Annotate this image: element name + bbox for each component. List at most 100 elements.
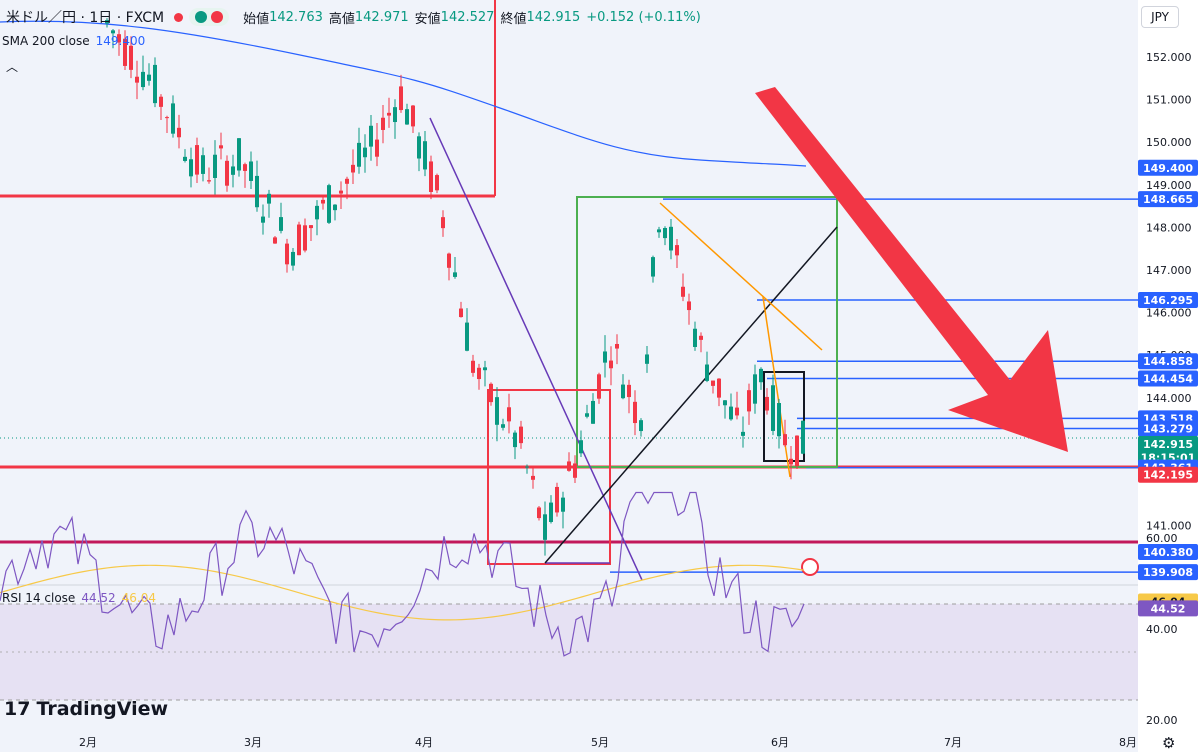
candle-body (231, 166, 235, 175)
candle-body (519, 426, 523, 444)
candle-body (387, 112, 391, 116)
candle-body (297, 224, 301, 256)
high-label: 高値 (328, 11, 355, 27)
price-label-box (1138, 292, 1198, 309)
candle-body (345, 178, 349, 184)
candle-body (141, 71, 145, 88)
candle-body (381, 117, 385, 130)
price-label-text: 144.454 (1143, 372, 1193, 385)
candle-body (291, 251, 295, 266)
candle-body (129, 45, 133, 70)
candle-body (423, 141, 427, 170)
price-label-box (1138, 191, 1198, 208)
candle-body (153, 64, 157, 104)
settings-gear-icon[interactable]: ⚙ (1162, 734, 1176, 752)
candle-body (375, 139, 379, 157)
x-tick-label: 4月 (415, 736, 433, 749)
candle-body (771, 385, 775, 431)
candle-body (201, 155, 205, 174)
candle-body (351, 164, 355, 173)
candle-body (567, 461, 571, 471)
legend-header: 米ドル／円 · 1日 · FXCM 始値 142.763 高値 142.971 安値… (0, 6, 707, 28)
candle-body (495, 397, 499, 425)
close-value: 142.915 (526, 9, 581, 25)
sma-value: 149.400 (95, 34, 146, 48)
price-label-box (1138, 353, 1198, 370)
candle-body (501, 424, 505, 428)
high-value: 142.971 (354, 9, 409, 25)
candle-body (795, 435, 799, 466)
sma-legend[interactable]: SMA 200 close 149.400 (2, 34, 145, 48)
candle-body (471, 360, 475, 373)
candle-body (477, 367, 481, 380)
candle-body (333, 204, 337, 211)
price-label-box (1138, 420, 1198, 437)
candle-body (177, 127, 181, 138)
candle-body (183, 156, 187, 161)
candle-body (189, 159, 193, 177)
candle-body (123, 38, 127, 66)
candle-body (531, 475, 535, 480)
candle-body (801, 420, 805, 454)
candle-body (435, 175, 439, 191)
candle-body (327, 185, 331, 223)
market-status-icon (174, 12, 184, 22)
candle-body (675, 245, 679, 256)
candle-body (543, 514, 547, 540)
candle-body (735, 407, 739, 416)
candle-body (789, 458, 793, 465)
candle-body (279, 217, 283, 231)
rsi-legend[interactable]: RSI 14 close 44.52 46.04 (2, 591, 156, 605)
x-tick-label: 2月 (79, 736, 97, 749)
price-label-box (1138, 544, 1198, 561)
candle-body (753, 374, 757, 404)
price-label-text: 142.915 (1143, 438, 1193, 451)
candle-body (555, 486, 559, 513)
collapse-chevron-icon[interactable]: ︿ (6, 60, 19, 74)
sma-label: SMA 200 close (2, 34, 90, 48)
candle-body (483, 367, 487, 371)
candle-body (777, 403, 781, 437)
candle-body (195, 145, 199, 175)
tv-logo-icon: 𝟭𝟳 (4, 698, 31, 720)
rsi-value: 44.52 (81, 591, 116, 605)
price-label-box (1138, 564, 1198, 581)
y-tick-label: 151.000 (1146, 94, 1192, 107)
candle-body (573, 463, 577, 478)
candle-body (489, 383, 493, 403)
currency-button[interactable]: JPY (1141, 6, 1179, 28)
candle-body (591, 400, 595, 424)
candle-body (723, 400, 727, 406)
alert-toggle[interactable] (189, 8, 230, 26)
candle-body (699, 335, 703, 340)
candle-body (681, 286, 685, 297)
low-label: 安値 (414, 11, 441, 27)
candle-body (639, 420, 643, 432)
range-box-black (763, 371, 805, 462)
candle-body (513, 432, 517, 448)
candle-body (417, 136, 421, 159)
candle-body (633, 401, 637, 424)
candle-body (459, 308, 463, 318)
candle-body (105, 20, 109, 24)
price-label-box (1138, 370, 1198, 387)
candle-body (759, 368, 763, 383)
candle-body (261, 216, 265, 223)
buy-dot-icon (195, 11, 208, 23)
candle-body (711, 380, 715, 386)
down-arrow-annotation (755, 87, 1068, 452)
open-value: 142.763 (269, 9, 323, 25)
candle-body (561, 497, 565, 512)
x-tick-label: 3月 (244, 736, 262, 749)
y-tick-label: 149.000 (1146, 179, 1192, 192)
y-tick-label: 146.000 (1146, 307, 1192, 320)
candle-body (693, 328, 697, 347)
candle-body (273, 237, 277, 244)
candle-body (729, 406, 733, 420)
price-label-text: 140.380 (1143, 546, 1193, 559)
rsi-line (0, 491, 805, 657)
y-tick-label: 144.000 (1146, 392, 1192, 405)
symbol-title[interactable]: 米ドル／円 · 1日 · FXCM (6, 10, 165, 26)
